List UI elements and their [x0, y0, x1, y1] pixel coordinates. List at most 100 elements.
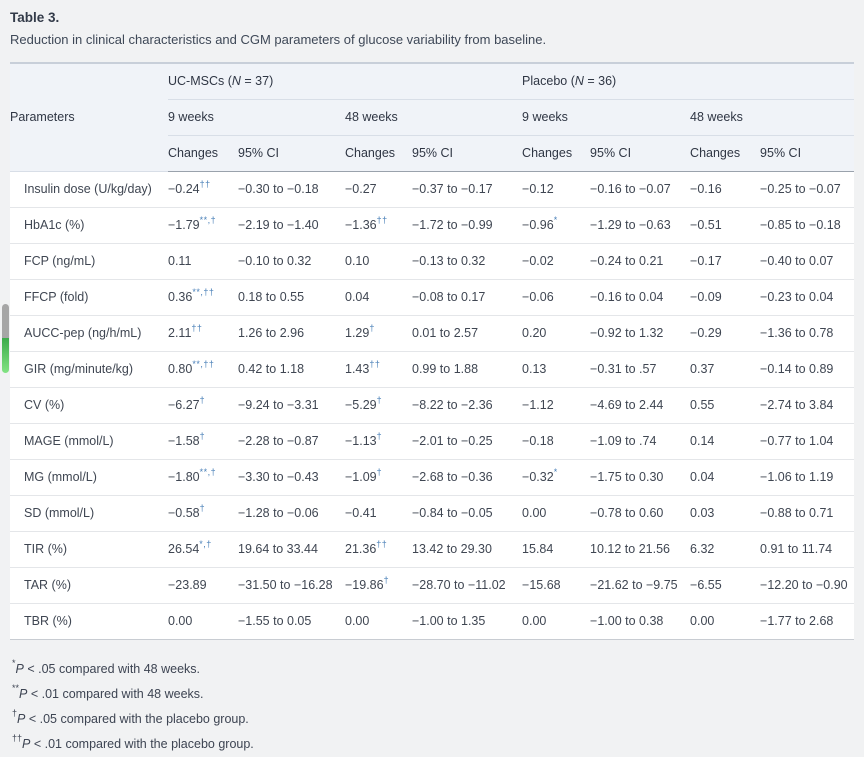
cell-value: −1.77 to 2.68 — [760, 614, 834, 628]
ci-cell: −1.77 to 2.68 — [760, 603, 854, 639]
changes-cell: 0.11 — [168, 243, 238, 279]
ci-cell: −0.13 to 0.32 — [412, 243, 522, 279]
table-row: FFCP (fold) 0.36**,†† 0.18 to 0.55 0.04 −0.0… — [10, 279, 855, 315]
footnote-text: < .01 compared with the placebo group. — [30, 736, 254, 751]
parameter-cell: TBR (%) — [24, 614, 72, 628]
changes-cell: 21.36†† — [345, 531, 412, 567]
cell-value: −1.80 — [168, 470, 200, 484]
parameter-cell: MG (mmol/L) — [24, 470, 97, 484]
changes-cell: 0.03 — [690, 495, 760, 531]
changes-cell: −1.58† — [168, 423, 238, 459]
cell-value: −31.50 to −16.28 — [238, 578, 333, 592]
ci-cell: −0.78 to 0.60 — [590, 495, 690, 531]
table-row: AUCC-pep (ng/h/mL) 2.11†† 1.26 to 2.96 1.29… — [10, 315, 855, 351]
footnote-text: < .05 compared with the placebo group. — [25, 711, 249, 726]
group-header-placebo: Placebo (N = 36) — [522, 63, 855, 100]
changes-cell: −0.96* — [522, 207, 590, 243]
changes-cell: 0.04 — [690, 459, 760, 495]
group-label-n: N — [574, 74, 584, 89]
changes-cell: −0.06 — [522, 279, 590, 315]
table-header: Parameters UC-MSCs (N = 37) Placebo (N =… — [10, 63, 855, 172]
cell-value: −9.24 to −3.31 — [238, 398, 319, 412]
footnote: **P < .01 compared with 48 weeks. — [12, 682, 854, 707]
changes-cell: −15.68 — [522, 567, 590, 603]
cell-value: 0.04 — [345, 290, 370, 304]
cell-value: 0.00 — [522, 614, 547, 628]
group-label-text: UC-MSCs ( — [168, 74, 232, 89]
ci-cell: −1.72 to −0.99 — [412, 207, 522, 243]
footnote-marker: †† — [12, 733, 23, 744]
changes-cell: −0.51 — [690, 207, 760, 243]
cell-value: −1.00 to 1.35 — [412, 614, 486, 628]
table-row: MG (mmol/L) −1.80**,† −3.30 to −0.43 −1.09†… — [10, 459, 855, 495]
cell-value: 0.36 — [168, 290, 193, 304]
changes-cell: −0.18 — [522, 423, 590, 459]
cell-value: 6.32 — [690, 542, 715, 556]
scrollbar-thumb[interactable] — [2, 304, 9, 373]
cell-value: −1.06 to 1.19 — [760, 470, 834, 484]
cell-value: −4.69 to 2.44 — [590, 398, 664, 412]
changes-cell: 1.29† — [345, 315, 412, 351]
parameter-cell: TAR (%) — [24, 578, 71, 592]
significance-marker: * — [553, 466, 558, 477]
table-row: CV (%) −6.27† −9.24 to −3.31 −5.29† −8.22 to… — [10, 387, 855, 423]
changes-column-header: Changes — [345, 135, 412, 172]
parameter-cell: AUCC-pep (ng/h/mL) — [24, 326, 142, 340]
ci-cell: −0.16 to 0.04 — [590, 279, 690, 315]
table-row: TIR (%) 26.54*,† 19.64 to 33.44 21.36†† 13.4… — [10, 531, 855, 567]
cell-value: −1.00 to 0.38 — [590, 614, 664, 628]
cell-value: −3.30 to −0.43 — [238, 470, 319, 484]
cell-value: 21.36 — [345, 542, 377, 556]
changes-cell: 0.80**,†† — [168, 351, 238, 387]
changes-cell: −0.02 — [522, 243, 590, 279]
cell-value: −0.58 — [168, 506, 200, 520]
cell-value: −2.28 to −0.87 — [238, 434, 319, 448]
cell-value: 10.12 to 21.56 — [590, 542, 670, 556]
cell-value: −6.55 — [690, 578, 722, 592]
ci-cell: 10.12 to 21.56 — [590, 531, 690, 567]
cell-value: 0.11 — [168, 254, 192, 268]
changes-cell: 0.37 — [690, 351, 760, 387]
ci-cell: −0.14 to 0.89 — [760, 351, 854, 387]
changes-cell: −6.55 — [690, 567, 760, 603]
footnote-p: P — [19, 686, 28, 701]
cell-value: −0.25 to −0.07 — [760, 182, 841, 196]
cell-value: −0.92 to 1.32 — [590, 326, 664, 340]
cell-value: −0.77 to 1.04 — [760, 434, 834, 448]
table-row: SD (mmol/L) −0.58† −1.28 to −0.06 −0.41 −0.8… — [10, 495, 855, 531]
ci-cell: −28.70 to −11.02 — [412, 567, 522, 603]
cell-value: −0.10 to 0.32 — [238, 254, 312, 268]
significance-marker: **,†† — [192, 358, 215, 369]
cell-value: 0.00 — [168, 614, 193, 628]
period-header: 9 weeks — [522, 99, 691, 136]
footnote-marker: * — [12, 658, 16, 669]
footnote: †P < .05 compared with the placebo group… — [12, 707, 854, 732]
changes-cell: −6.27† — [168, 387, 238, 423]
footnote-text: < .01 compared with 48 weeks. — [27, 686, 204, 701]
changes-cell: −0.09 — [690, 279, 760, 315]
cell-value: −0.08 to 0.17 — [412, 290, 486, 304]
cell-value: −0.85 to −0.18 — [760, 218, 841, 232]
cell-value: −1.29 to −0.63 — [590, 218, 671, 232]
ci-cell: −1.28 to −0.06 — [238, 495, 345, 531]
cell-value: −0.24 to 0.21 — [590, 254, 664, 268]
footnote-marker: † — [12, 708, 18, 719]
cell-value: 1.26 to 2.96 — [238, 326, 305, 340]
ci-cell: −0.84 to −0.05 — [412, 495, 522, 531]
table-row: MAGE (mmol/L) −1.58† −2.28 to −0.87 −1.13† −… — [10, 423, 855, 459]
cell-value: −1.36 — [345, 218, 377, 232]
ci-column-header: 95% CI — [238, 135, 345, 172]
changes-cell: −0.32* — [522, 459, 590, 495]
changes-cell: 0.00 — [345, 603, 412, 639]
significance-marker: † — [376, 394, 383, 405]
ci-cell: −12.20 to −0.90 — [760, 567, 854, 603]
changes-cell: −0.58† — [168, 495, 238, 531]
ci-cell: −2.68 to −0.36 — [412, 459, 522, 495]
changes-cell: −1.12 — [522, 387, 590, 423]
footnotes: *P < .05 compared with 48 weeks. **P < .… — [10, 657, 854, 757]
period-header: 48 weeks — [345, 99, 523, 136]
ci-cell: −2.28 to −0.87 — [238, 423, 345, 459]
significance-marker: † — [383, 574, 390, 585]
ci-cell: −1.55 to 0.05 — [238, 603, 345, 639]
significance-marker: †† — [376, 214, 388, 225]
